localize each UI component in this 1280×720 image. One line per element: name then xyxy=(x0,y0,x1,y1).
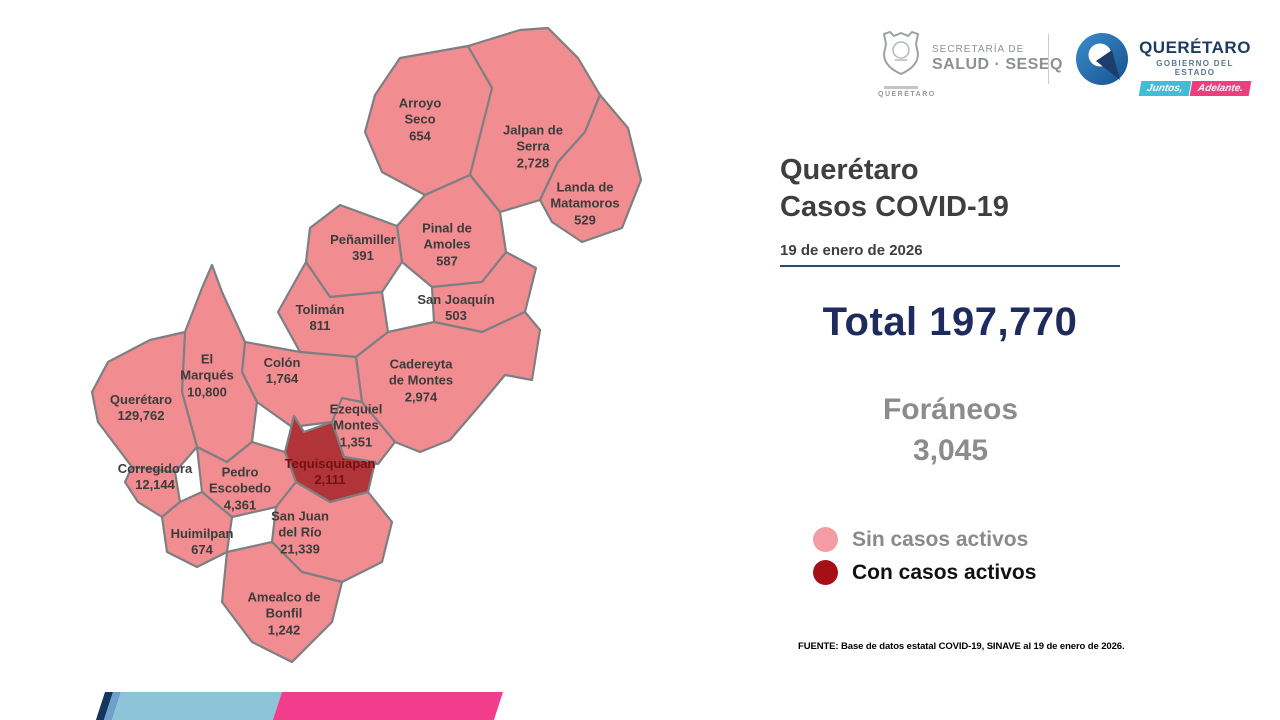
source-note: FUENTE: Base de datos estatal COVID-19, … xyxy=(798,641,1125,652)
report-date: 19 de enero de 2026 xyxy=(780,242,923,259)
map-label-amealco-de-bonfil: Amealco de Bonfil 1,242 xyxy=(247,589,321,638)
map-labels-layer: Arroyo Seco 654 Jalpan de Serra 2,728 Landa … xyxy=(80,20,660,680)
map-label-colon: Colón 1,764 xyxy=(263,354,301,386)
municipality-queretaro xyxy=(90,330,199,474)
legend-item-con-casos: Con casos activos xyxy=(813,560,1036,585)
decorative-footer-bar xyxy=(95,692,503,720)
logo-divider xyxy=(1048,34,1049,84)
juntos-adelante-badge: Juntos, Adelante. xyxy=(1136,81,1254,96)
municipality-huimilpan xyxy=(160,490,234,569)
map-label-toliman: Tolimán 811 xyxy=(295,301,345,333)
map-label-cadereyta-de-montes: Cadereyta de Montes 2,974 xyxy=(388,356,454,405)
seal-micro-text xyxy=(884,86,918,89)
map-label-corregidora: Corregidora 12,144 xyxy=(117,460,193,492)
deco-bar-segment-blue xyxy=(111,692,282,720)
map-label-san-joaquin: San Joaquín 503 xyxy=(417,291,495,323)
deco-bar-segment-pink xyxy=(272,692,503,720)
map-label-landa-de-matamoros: Landa de Matamoros 529 xyxy=(550,179,620,228)
municipality-landa-de-matamoros xyxy=(538,93,643,244)
map-label-jalpan-de-serra: Jalpan de Serra 2,728 xyxy=(503,122,563,171)
foraneos-block: Foráneos 3,045 xyxy=(778,390,1123,471)
adelante-chip: Adelante. xyxy=(1189,81,1252,96)
state-map: Arroyo Seco 654 Jalpan de Serra 2,728 Landa … xyxy=(80,20,660,680)
legend-label-sin-casos: Sin casos activos xyxy=(852,527,1029,551)
map-label-penamiller: Peñamiller 391 xyxy=(330,231,396,263)
secretaria-line: SECRETARÍA DE xyxy=(932,44,1025,55)
total-label: Total xyxy=(822,300,918,344)
map-label-tequisquiapan: Tequisquiapan 2,111 xyxy=(284,455,376,487)
queretaro-government-wordmark: QUERÉTARO GOBIERNO DEL ESTADO Juntos, Ad… xyxy=(1136,38,1254,96)
legend-item-sin-casos: Sin casos activos xyxy=(813,527,1036,552)
map-label-el-marques: El Marqués 10,800 xyxy=(180,351,234,400)
map-label-pinal-de-amoles: Pinal de Amoles 587 xyxy=(422,220,472,269)
total-cases: Total 197,770 xyxy=(780,300,1120,345)
legend: Sin casos activos Con casos activos xyxy=(813,527,1036,593)
map-label-queretaro: Querétaro 129,762 xyxy=(109,391,173,423)
seal-caption: QUERÉTARO xyxy=(878,91,936,98)
date-underline xyxy=(780,265,1120,267)
legend-dot-inactive xyxy=(813,527,838,552)
salud-seseq-line: SALUD · SESEQ xyxy=(932,56,1063,73)
queretaro-q-icon xyxy=(1076,33,1128,85)
title-line-1: Querétaro xyxy=(780,154,919,186)
salud-seal-logo: QUERÉTARO xyxy=(878,30,936,98)
seal-shield-icon xyxy=(882,30,920,76)
map-label-arroyo-seco: Arroyo Seco 654 xyxy=(398,95,442,144)
map-label-pedro-escobedo: Pedro Escobedo 4,361 xyxy=(208,464,272,513)
map-label-huimilpan: Huimilpan 674 xyxy=(170,525,234,557)
juntos-chip: Juntos, xyxy=(1138,81,1191,96)
map-label-ezequiel-montes: Ezequiel Montes 1,351 xyxy=(329,401,383,450)
queretaro-wordmark: QUERÉTARO xyxy=(1139,38,1251,57)
total-value: 197,770 xyxy=(929,300,1078,344)
state-map-svg xyxy=(90,26,643,664)
legend-dot-active xyxy=(813,560,838,585)
page-title: Querétaro Casos COVID-19 xyxy=(780,152,1009,226)
title-line-2: Casos COVID-19 xyxy=(780,191,1009,224)
foraneos-value: 3,045 xyxy=(912,433,989,467)
municipality-amealco-de-bonfil xyxy=(220,540,344,664)
secretaria-salud-wordmark: SECRETARÍA DE SALUD · SESEQ xyxy=(932,44,1063,74)
map-label-san-juan-del-rio: San Juan del Río 21,339 xyxy=(271,508,329,557)
legend-label-con-casos: Con casos activos xyxy=(852,560,1037,584)
gobierno-del-estado-label: GOBIERNO DEL ESTADO xyxy=(1156,59,1234,77)
foraneos-label: Foráneos xyxy=(882,393,1019,426)
